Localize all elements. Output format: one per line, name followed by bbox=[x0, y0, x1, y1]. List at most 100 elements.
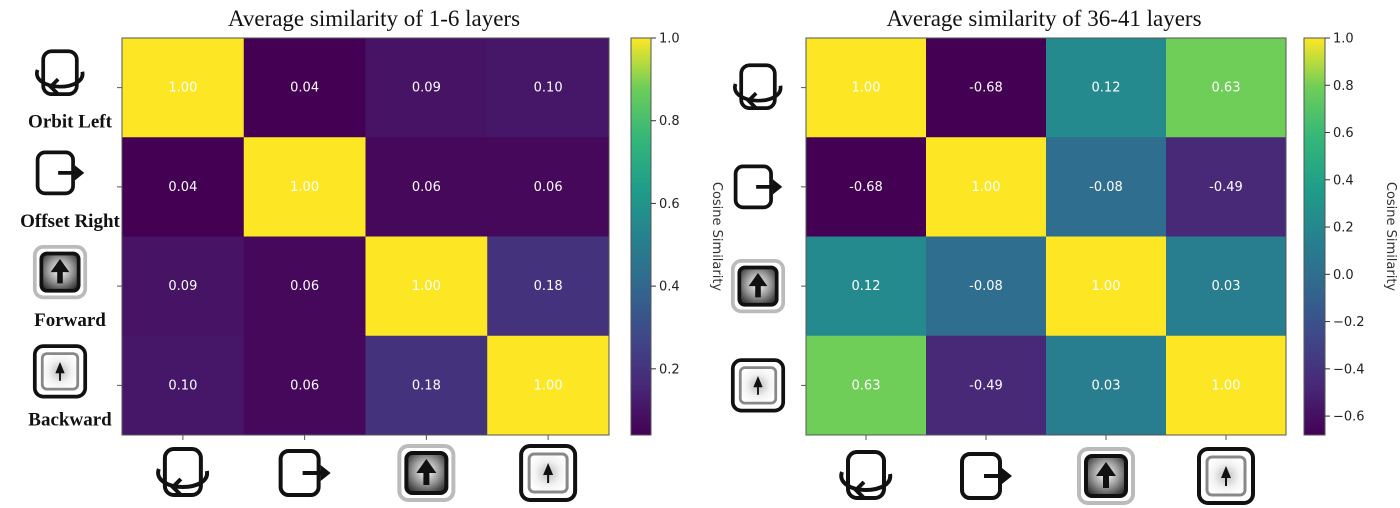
heatmap-cell bbox=[806, 137, 927, 237]
cell-value-label: -0.68 bbox=[849, 180, 883, 195]
colorbar-tick-label: 1.0 bbox=[659, 32, 680, 47]
cell-value-label: 0.63 bbox=[852, 378, 881, 393]
orbit-left-icon bbox=[733, 63, 783, 111]
heatmap-cell bbox=[365, 335, 488, 436]
heatmap-cell bbox=[926, 236, 1047, 337]
cell-value-label: 0.09 bbox=[412, 81, 441, 96]
orbit-left-icon bbox=[156, 447, 210, 497]
row-label: Offset Right bbox=[20, 211, 120, 232]
heatmap-cell bbox=[243, 335, 366, 436]
cell-value-label: 0.03 bbox=[1092, 378, 1121, 393]
offset-right-icon bbox=[733, 164, 785, 210]
heatmap-cell bbox=[243, 38, 366, 138]
cell-value-label: 0.63 bbox=[1212, 81, 1241, 96]
cell-value-label: -0.68 bbox=[969, 81, 1003, 96]
cell-value-label: 0.06 bbox=[290, 378, 319, 393]
heatmap-cell bbox=[806, 236, 927, 337]
column-icons bbox=[839, 435, 1255, 505]
row-label: Forward bbox=[34, 310, 106, 331]
chart-title: Average similarity of 1-6 layers bbox=[228, 6, 520, 31]
cell-value-label: 1.00 bbox=[290, 180, 319, 195]
row-icons bbox=[730, 63, 806, 413]
colorbar-tick-label: 0.0 bbox=[1333, 268, 1354, 283]
heatmap-cell bbox=[487, 38, 610, 138]
heatmap-cell bbox=[122, 335, 245, 436]
offset-right-icon bbox=[35, 150, 87, 196]
heatmap-cell bbox=[1046, 137, 1167, 237]
heatmap-cell bbox=[1166, 137, 1287, 237]
heatmap-cell bbox=[122, 38, 245, 138]
cell-value-label: 0.04 bbox=[168, 180, 197, 195]
cell-value-label: 0.12 bbox=[852, 279, 881, 294]
row-icons: Orbit Left Offset Right Forward Backward bbox=[20, 49, 122, 430]
cell-value-label: 1.00 bbox=[412, 279, 441, 294]
heatmap-cell bbox=[1166, 236, 1287, 337]
heatmap-cell bbox=[243, 236, 366, 337]
heatmap-cell bbox=[926, 137, 1047, 237]
colorbar-tick-label: −0.6 bbox=[1333, 410, 1365, 425]
colorbar-tick-label: 0.8 bbox=[659, 114, 680, 129]
cell-value-label: 0.04 bbox=[290, 81, 319, 96]
heatmap-panel-early-layers: Average similarity of 1-6 layers 1.00 0.0… bbox=[20, 6, 724, 502]
cell-value-label: 1.00 bbox=[1092, 279, 1121, 294]
colorbar-tick-label: 0.2 bbox=[659, 362, 680, 377]
forward-icon bbox=[397, 444, 456, 502]
colorbar-tick-label: 0.4 bbox=[1333, 173, 1354, 188]
heatmap-cell bbox=[122, 236, 245, 337]
heatmap-cell bbox=[1046, 38, 1167, 138]
plot-frame bbox=[121, 37, 610, 436]
offset-right-icon bbox=[278, 449, 333, 497]
backward-icon bbox=[730, 358, 786, 413]
heatmap-panel-late-layers: Average similarity of 36-41 layers 1.00 -… bbox=[730, 6, 1398, 505]
heatmap-cell bbox=[1166, 335, 1287, 436]
cell-value-label: -0.49 bbox=[1209, 180, 1243, 195]
offset-right-icon bbox=[960, 452, 1014, 500]
colorbar-tick-label: −0.2 bbox=[1333, 315, 1365, 330]
heatmap-cell bbox=[926, 335, 1047, 436]
heatmap-cell bbox=[243, 137, 366, 237]
orbit-left-icon bbox=[839, 450, 893, 500]
chart-title: Average similarity of 36-41 layers bbox=[886, 6, 1201, 31]
row-label: Orbit Left bbox=[28, 112, 113, 133]
heatmap-cell bbox=[1046, 335, 1167, 436]
heatmap-cell bbox=[806, 38, 927, 138]
cell-value-label: -0.49 bbox=[969, 378, 1003, 393]
heatmap-cell bbox=[365, 236, 488, 337]
backward-icon bbox=[32, 344, 88, 399]
colorbar-tick-label: 1.0 bbox=[1333, 32, 1354, 47]
colorbar-label: Cosine Similarity bbox=[709, 182, 724, 292]
plot-frame bbox=[805, 37, 1287, 436]
heatmap-cells: 1.00 0.04 0.09 0.10 0.04 1.00 0.06 0.06 0.09 0.06… bbox=[121, 37, 610, 436]
heatmap-cell bbox=[1166, 38, 1287, 138]
heatmap-cell bbox=[1046, 236, 1167, 337]
cell-value-label: 0.06 bbox=[534, 180, 563, 195]
forward-icon bbox=[730, 259, 786, 314]
colorbar-gradient bbox=[1303, 37, 1326, 436]
colorbar-tick-label: 0.6 bbox=[659, 197, 680, 212]
heatmap-cell bbox=[487, 137, 610, 237]
heatmap-cell bbox=[806, 335, 927, 436]
colorbar-tick-label: 0.8 bbox=[1333, 79, 1354, 94]
heatmap-cell bbox=[365, 137, 488, 237]
heatmap-cell bbox=[122, 137, 245, 237]
colorbar-tick-label: −0.4 bbox=[1333, 362, 1365, 377]
heatmap-cell bbox=[487, 236, 610, 337]
cell-value-label: -0.08 bbox=[969, 279, 1003, 294]
forward-icon bbox=[32, 245, 88, 300]
cell-value-label: 0.18 bbox=[412, 378, 441, 393]
cell-value-label: 1.00 bbox=[168, 81, 197, 96]
colorbar-gradient bbox=[630, 37, 652, 436]
cell-value-label: 0.10 bbox=[534, 81, 563, 96]
row-label: Backward bbox=[28, 409, 112, 430]
colorbar-tick-label: 0.6 bbox=[1333, 126, 1354, 141]
heatmap-cells: 1.00 -0.68 0.12 0.63 -0.68 1.00 -0.08 -0.49 0.12… bbox=[805, 37, 1287, 436]
cell-value-label: 1.00 bbox=[852, 81, 881, 96]
cell-value-label: 1.00 bbox=[972, 180, 1001, 195]
backward-icon bbox=[1197, 447, 1255, 505]
forward-icon bbox=[1077, 447, 1135, 505]
colorbar-tick-label: 0.2 bbox=[1333, 221, 1354, 236]
heatmap-cell bbox=[487, 335, 610, 436]
colorbar: 0.2 0.4 0.6 0.8 1.0 Cosine Similarity bbox=[630, 32, 724, 436]
cell-value-label: 1.00 bbox=[534, 378, 563, 393]
